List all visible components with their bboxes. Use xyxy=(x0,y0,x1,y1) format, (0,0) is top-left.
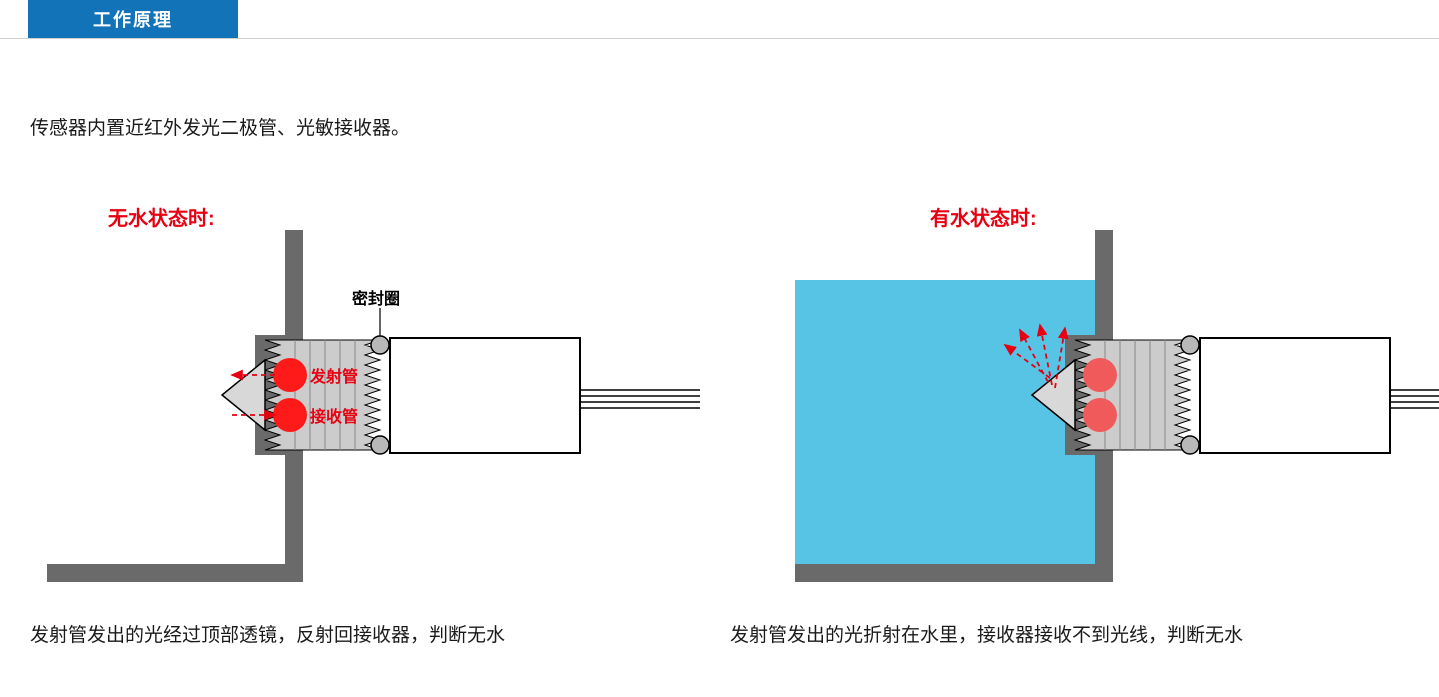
diagram-no-water: 密封圈 发射管 接收管 xyxy=(0,190,700,610)
sensor-thread xyxy=(265,340,380,450)
oring-bottom xyxy=(371,436,389,454)
oring-top xyxy=(371,336,389,354)
oring-bottom xyxy=(1181,436,1199,454)
section-header: 工作原理 xyxy=(28,0,238,38)
sensor-body xyxy=(390,338,580,453)
sensor-body xyxy=(1200,338,1390,453)
emitter-dot xyxy=(273,358,307,392)
sensor-prism xyxy=(222,360,265,430)
figure-no-water: 无水状态时: xyxy=(0,190,700,640)
emitter-dot xyxy=(1083,358,1117,392)
receiver-dot xyxy=(1083,398,1117,432)
receiver-dot xyxy=(273,398,307,432)
receiver-label: 接收管 xyxy=(310,407,358,426)
seal-label: 密封圈 xyxy=(351,289,400,308)
figure-with-water: 有水状态时: xyxy=(720,190,1420,640)
emitter-label: 发射管 xyxy=(309,367,358,386)
diagram-with-water xyxy=(720,190,1439,610)
intro-text: 传感器内置近红外发光二极管、光敏接收器。 xyxy=(30,113,410,140)
sensor-thread xyxy=(1075,340,1190,450)
caption-no-water: 发射管发出的光经过顶部透镜，反射回接收器，判断无水 xyxy=(30,620,505,647)
water-fill xyxy=(795,280,1095,564)
sensor-wires xyxy=(580,390,700,408)
header-underline xyxy=(0,38,1439,39)
sensor-wires xyxy=(1390,390,1439,408)
oring-top xyxy=(1181,336,1199,354)
caption-with-water: 发射管发出的光折射在水里，接收器接收不到光线，判断无水 xyxy=(730,620,1243,647)
section-header-title: 工作原理 xyxy=(93,6,173,32)
